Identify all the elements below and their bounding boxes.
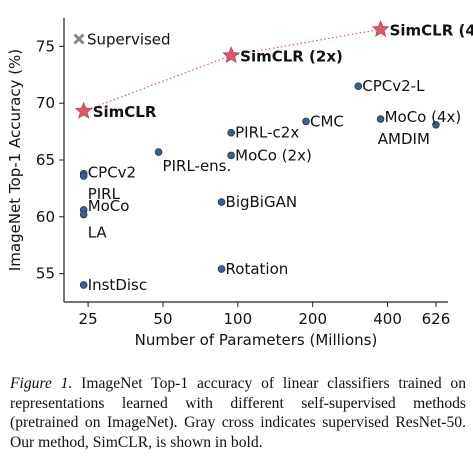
point-amdim: [432, 120, 440, 129]
label-moco-2x: MoCo (2x): [235, 146, 312, 164]
x-tick-label: 25: [79, 310, 98, 328]
label-cpcv2: CPCv2: [88, 164, 136, 182]
point-simclr-4x: [371, 20, 390, 37]
points: [74, 20, 440, 289]
point-labels: SimCLR SimCLR (2x) SimCLR (4x) CPCv2-L MoCo …: [88, 21, 473, 294]
label-pirl: PIRL: [88, 185, 121, 203]
point-cmc: [302, 117, 310, 126]
point-pirl-c2x: [227, 128, 235, 137]
scatter-chart: 55 60 65 70 75 25 50 100 200 400 626 SimCLR SimCLR …: [6, 18, 473, 349]
x-tick-label: 200: [298, 310, 327, 328]
x-tick-label: 100: [224, 310, 253, 328]
point-la: [79, 210, 88, 219]
y-tick-label: 65: [36, 151, 55, 169]
point-pirl: [79, 172, 88, 180]
ticks: 55 60 65 70 75 25 50 100 200 400 626: [36, 37, 450, 328]
x-tick-label: 50: [153, 310, 172, 328]
x-axis-label: Number of Parameters (Millions): [135, 331, 378, 349]
figure-caption: Figure 1. ImageNet Top-1 accuracy of lin…: [10, 374, 466, 452]
point-simclr-2x: [222, 46, 240, 63]
y-tick-label: 75: [36, 37, 55, 55]
label-moco-4x: MoCo (4x): [385, 108, 462, 126]
supervised-cross-icon: [73, 33, 85, 45]
label-la: LA: [88, 224, 108, 242]
label-cpcv2-l: CPCv2-L: [362, 77, 425, 95]
x-tick-label: 626: [422, 310, 451, 328]
y-axis-label: ImageNet Top-1 Accuracy (%): [6, 49, 24, 271]
y-tick-label: 55: [36, 265, 55, 283]
simclr-connector: [83, 28, 381, 112]
label-pirl-ens: PIRL-ens.: [163, 157, 232, 175]
label-cmc: CMC: [310, 112, 344, 130]
point-simclr: [74, 101, 93, 119]
label-simclr: SimCLR: [93, 103, 157, 121]
figure-label: Figure 1.: [10, 375, 73, 392]
label-bigbigan: BigBiGAN: [226, 193, 298, 211]
label-instdisc: InstDisc: [88, 276, 147, 294]
x-tick-label: 400: [373, 310, 402, 328]
point-moco-4x: [376, 115, 385, 123]
y-tick-label: 70: [36, 94, 55, 112]
point-bigbigan: [217, 198, 226, 206]
caption-text: ImageNet Top-1 accuracy of linear classi…: [10, 375, 467, 451]
label-simclr-4x: SimCLR (4x): [390, 21, 473, 39]
point-rotation: [217, 265, 226, 273]
point-pirl-ens: [154, 148, 163, 156]
point-instdisc: [79, 281, 88, 289]
point-moco-2x: [227, 151, 235, 160]
label-amdim: AMDIM: [378, 130, 430, 148]
y-tick-label: 60: [36, 208, 55, 226]
label-rotation: Rotation: [226, 260, 289, 278]
label-simclr-2x: SimCLR (2x): [240, 47, 343, 65]
legend-supervised-label: Supervised: [87, 31, 171, 49]
point-cpcv2-l: [354, 82, 363, 90]
simclr-dotted-line: [83, 28, 381, 112]
label-moco: MoCo: [88, 197, 130, 215]
legend: Supervised: [73, 31, 171, 49]
label-pirl-c2x: PIRL-c2x: [235, 124, 299, 142]
